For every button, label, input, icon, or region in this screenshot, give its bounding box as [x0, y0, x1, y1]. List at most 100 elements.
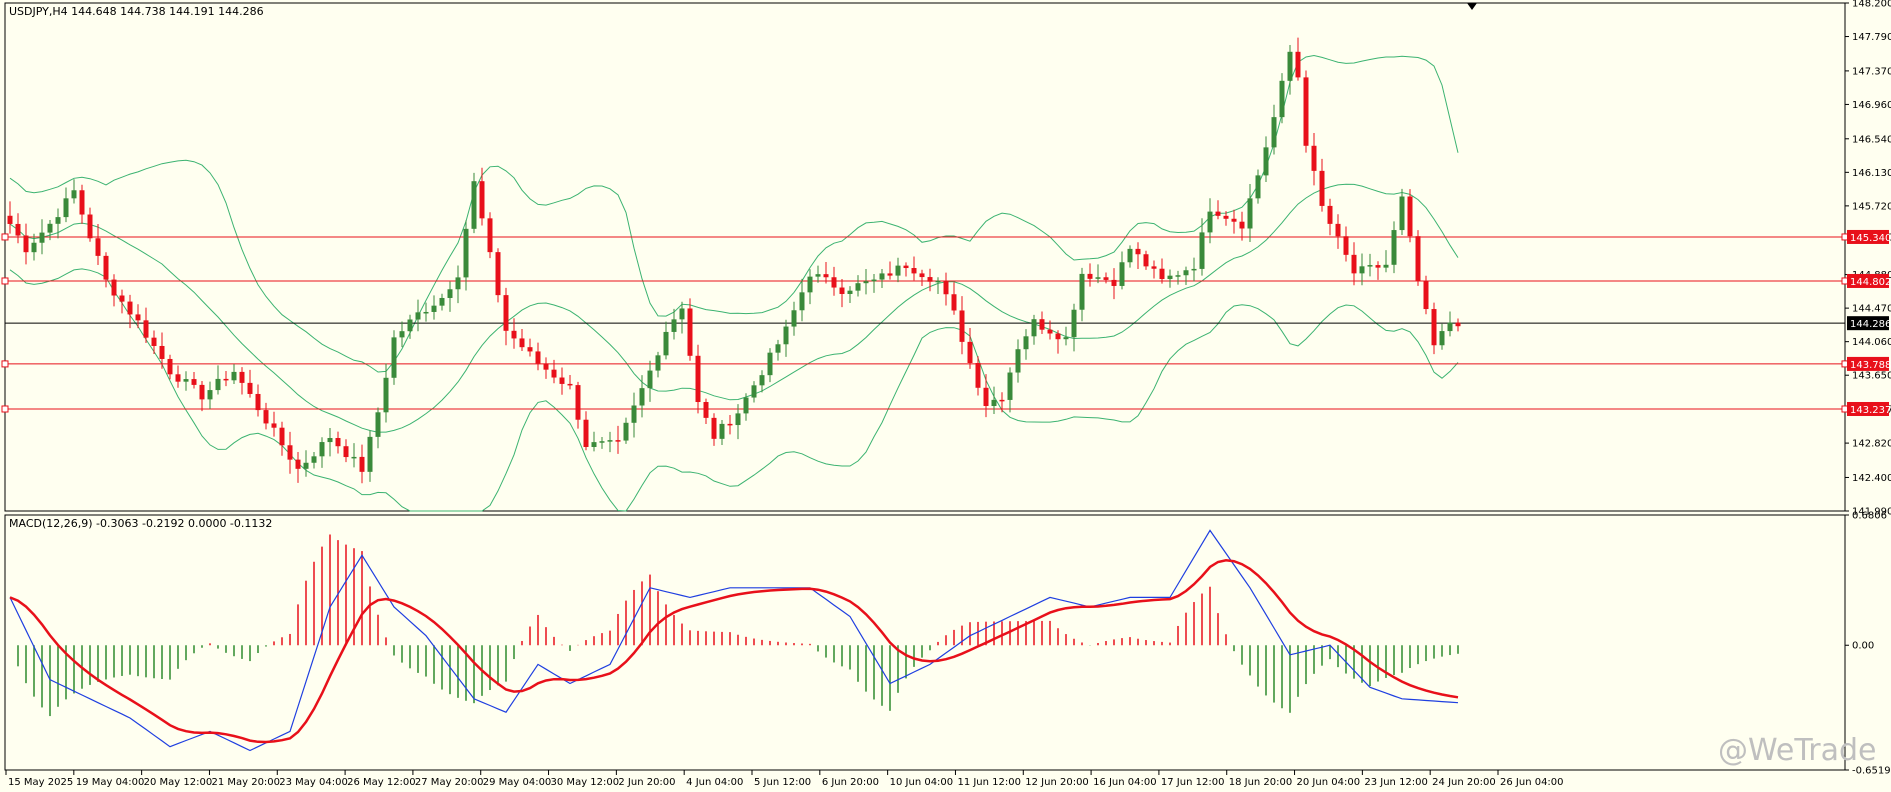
candle-body — [343, 446, 349, 458]
candle-body — [463, 228, 469, 278]
time-tick-label: 19 May 04:00 — [76, 777, 145, 788]
candle-body — [687, 308, 693, 356]
candle-body — [703, 402, 709, 418]
candle-body — [863, 281, 869, 284]
candle-body — [1215, 211, 1221, 216]
candle-body — [1255, 175, 1261, 199]
candle-body — [407, 319, 413, 332]
candle-body — [375, 412, 381, 437]
candle-body — [1375, 265, 1381, 268]
candle-body — [303, 462, 309, 469]
level-anchor-icon[interactable] — [1, 277, 9, 285]
candle-body — [55, 217, 61, 224]
candle-body — [887, 273, 893, 276]
candle-body — [215, 378, 221, 391]
time-tick-label: 27 May 20:00 — [415, 777, 484, 788]
candle-body — [71, 190, 77, 199]
candle-body — [1263, 147, 1269, 176]
candle-body — [263, 410, 269, 424]
candle-body — [431, 305, 437, 312]
macd-tick-label: 0.6806 — [1852, 511, 1887, 522]
candle-body — [1047, 329, 1053, 334]
candle-body — [471, 181, 477, 229]
candle-body — [967, 341, 973, 363]
candle-body — [567, 383, 573, 386]
candle-body — [823, 274, 829, 278]
horizontal-levels[interactable] — [1, 233, 1849, 413]
candle-body — [295, 459, 301, 469]
level-tag-label: 143.237 — [1850, 405, 1891, 416]
price-panel-frame — [4, 2, 1846, 512]
candle-body — [1279, 80, 1285, 118]
candle-body — [783, 326, 789, 345]
price-tick-label: 142.820 — [1852, 439, 1891, 450]
time-tick-label: 11 Jun 12:00 — [957, 777, 1021, 788]
candle-body — [663, 331, 669, 356]
macd-panel-frame — [4, 514, 1846, 771]
time-axis: 15 May 2025 19 May 04:00 20 May 12:00 21 Ma… — [5, 770, 1564, 788]
candle-body — [1295, 51, 1301, 78]
candle-body — [815, 274, 821, 277]
candle-body — [991, 399, 997, 407]
candle-body — [1031, 319, 1037, 337]
candle-body — [7, 215, 13, 224]
level-anchor-icon[interactable] — [1, 360, 9, 368]
candle-body — [1183, 270, 1189, 276]
candle-body — [671, 319, 677, 332]
candle-body — [511, 330, 517, 339]
candle-body — [839, 287, 845, 294]
candle-body — [639, 388, 645, 406]
candle-body — [1207, 211, 1213, 233]
candle-body — [1351, 254, 1357, 274]
candle-body — [247, 382, 253, 394]
candle-body — [1327, 205, 1333, 224]
candle-body — [391, 337, 397, 378]
candle-body — [719, 423, 725, 439]
candle-body — [287, 445, 293, 460]
price-tick-label: 145.720 — [1852, 201, 1891, 212]
time-tick-label: 29 May 04:00 — [483, 777, 552, 788]
time-tick-label: 30 May 12:00 — [551, 777, 620, 788]
macd-info: MACD(12,26,9) -0.3063 -0.2192 0.0000 -0.… — [9, 517, 272, 530]
candle-body — [1191, 268, 1197, 271]
time-tick-label: 2 Jun 20:00 — [618, 777, 675, 788]
level-tag-label: 143.788 — [1850, 360, 1891, 371]
time-tick-label: 4 Jun 04:00 — [686, 777, 743, 788]
candle-body — [487, 218, 493, 253]
candle-body — [1231, 218, 1237, 222]
candle-body — [1143, 254, 1149, 267]
price-tick-label: 146.960 — [1852, 100, 1891, 111]
candle-body — [935, 280, 941, 283]
level-tag-label: 145.340 — [1850, 233, 1891, 244]
macd-tick-label: -0.6519 — [1852, 766, 1891, 777]
candle-body — [1303, 77, 1309, 146]
candle-body — [159, 345, 165, 359]
time-tick-label: 24 Jun 20:00 — [1432, 777, 1496, 788]
candle-body — [1111, 279, 1117, 286]
price-tick-label: 147.790 — [1852, 32, 1891, 43]
candle-body — [1247, 198, 1253, 229]
level-anchor-icon[interactable] — [1, 405, 9, 413]
candle-body — [1239, 221, 1245, 229]
macd-histogram — [17, 534, 1459, 717]
candle-body — [199, 384, 205, 400]
time-tick-label: 17 Jun 12:00 — [1161, 777, 1225, 788]
time-tick-label: 23 May 04:00 — [279, 777, 348, 788]
candle-body — [711, 417, 717, 439]
time-tick-label: 21 May 20:00 — [211, 777, 280, 788]
candle-body — [127, 301, 133, 315]
candle-body — [1135, 248, 1141, 255]
level-anchor-icon[interactable] — [1, 233, 9, 241]
candle-body — [39, 232, 45, 243]
candle-body — [335, 438, 341, 447]
candle-body — [1455, 322, 1461, 327]
macd-tick-label: 0.00 — [1852, 641, 1874, 652]
candle-body — [95, 238, 101, 256]
price-tick-label: 142.400 — [1852, 473, 1891, 484]
time-tick-label: 6 Jun 20:00 — [822, 777, 879, 788]
level-tag — [1847, 401, 1889, 416]
candle-body — [631, 405, 637, 423]
candle-body — [1095, 277, 1101, 279]
macd-line — [9, 529, 1459, 752]
